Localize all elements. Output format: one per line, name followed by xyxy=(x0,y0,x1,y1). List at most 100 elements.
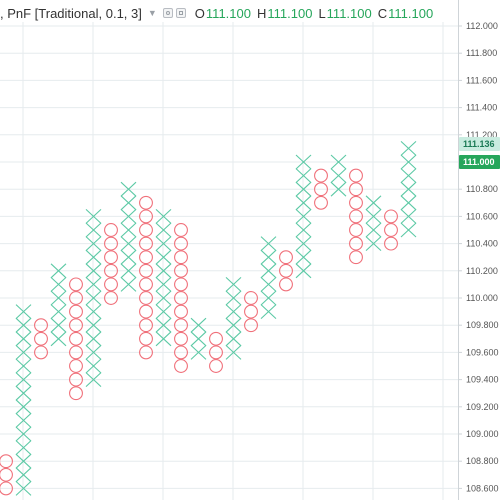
x-box xyxy=(15,385,32,401)
x-box xyxy=(295,222,312,238)
o-box xyxy=(104,277,118,292)
o-box xyxy=(349,168,363,183)
x-column[interactable] xyxy=(225,276,242,360)
x-box xyxy=(295,236,312,252)
low-value: 111.100 xyxy=(326,5,372,21)
x-box xyxy=(15,331,32,347)
x-box xyxy=(400,168,417,184)
x-column[interactable] xyxy=(260,236,277,320)
axis-tick-label: 110.600 xyxy=(466,211,498,221)
x-box xyxy=(295,195,312,211)
x-box xyxy=(225,331,242,347)
o-box xyxy=(279,263,293,278)
x-column[interactable] xyxy=(295,154,312,279)
x-box xyxy=(295,249,312,265)
x-box xyxy=(15,412,32,428)
o-column[interactable] xyxy=(279,250,293,292)
o-box xyxy=(174,277,188,292)
o-box xyxy=(174,318,188,333)
x-column[interactable] xyxy=(15,304,32,496)
x-column[interactable] xyxy=(365,195,382,252)
x-box xyxy=(85,263,102,279)
x-column[interactable] xyxy=(120,181,137,292)
x-box xyxy=(260,276,277,292)
x-box xyxy=(155,208,172,224)
x-box xyxy=(295,168,312,184)
o-column[interactable] xyxy=(104,223,118,305)
o-box xyxy=(69,318,83,333)
settings-icon[interactable] xyxy=(175,8,186,18)
x-box xyxy=(85,208,102,224)
x-box xyxy=(295,181,312,197)
x-column[interactable] xyxy=(190,317,207,360)
x-box xyxy=(15,480,32,496)
x-box xyxy=(190,317,207,333)
o-column[interactable] xyxy=(0,454,13,496)
x-box xyxy=(400,222,417,238)
x-box xyxy=(190,344,207,360)
o-box xyxy=(244,291,258,305)
pnf-columns[interactable] xyxy=(0,140,417,496)
x-box xyxy=(85,276,102,292)
o-box xyxy=(174,250,188,265)
x-box xyxy=(120,181,137,197)
chart-grid xyxy=(0,22,458,500)
high-key: H xyxy=(256,5,267,21)
open-key: O xyxy=(194,5,205,21)
axis-tick-label: 109.400 xyxy=(466,375,499,385)
x-box xyxy=(155,263,172,279)
chevron-down-icon[interactable]: ▼ xyxy=(147,8,157,18)
axis-tick-label: 108.600 xyxy=(466,483,499,493)
last-price-tag: 111.136 xyxy=(459,137,500,151)
chart-legend: , PnF [Traditional, 0.1, 3] ▼ O 111.100 … xyxy=(0,4,433,22)
x-box xyxy=(15,467,32,483)
x-column[interactable] xyxy=(330,154,347,197)
x-box xyxy=(15,372,32,388)
x-box xyxy=(155,290,172,306)
x-box xyxy=(295,263,312,279)
x-box xyxy=(365,208,382,224)
eye-icon[interactable] xyxy=(162,8,173,18)
x-box xyxy=(260,304,277,320)
x-box xyxy=(400,181,417,197)
o-box xyxy=(69,372,83,387)
o-column[interactable] xyxy=(314,168,328,210)
o-column[interactable] xyxy=(34,318,48,360)
axis-tick-label: 110.000 xyxy=(466,293,498,303)
x-box xyxy=(295,154,312,170)
x-box xyxy=(225,344,242,360)
x-column[interactable] xyxy=(85,208,102,388)
o-column[interactable] xyxy=(384,209,398,251)
o-box xyxy=(139,195,153,210)
o-box xyxy=(244,318,258,333)
x-box xyxy=(155,249,172,265)
price-tag-label: 111.136 xyxy=(463,139,495,149)
x-box xyxy=(50,304,67,320)
o-column[interactable] xyxy=(244,291,258,333)
o-box xyxy=(69,345,83,360)
x-box xyxy=(120,276,137,292)
x-column[interactable] xyxy=(155,208,172,347)
axis-tick-label: 109.200 xyxy=(466,402,499,412)
o-box xyxy=(69,277,83,292)
o-column[interactable] xyxy=(349,168,363,265)
x-box xyxy=(330,154,347,170)
o-box xyxy=(0,454,13,469)
o-column[interactable] xyxy=(139,195,153,360)
o-column[interactable] xyxy=(174,223,188,373)
o-box xyxy=(384,223,398,237)
o-column[interactable] xyxy=(69,277,83,401)
x-box xyxy=(50,317,67,333)
o-box xyxy=(139,345,153,360)
x-column[interactable] xyxy=(50,263,67,347)
x-box xyxy=(400,208,417,224)
x-box xyxy=(15,358,32,374)
axis-tick-label: 109.600 xyxy=(466,347,499,357)
x-column[interactable] xyxy=(400,140,417,238)
close-value: 111.100 xyxy=(388,5,434,21)
x-box xyxy=(295,208,312,224)
x-box xyxy=(260,290,277,306)
price-axis[interactable]: 108.600 108.800 109.000 109.200 109.400 109.6… xyxy=(458,0,500,500)
o-column[interactable] xyxy=(209,331,223,373)
